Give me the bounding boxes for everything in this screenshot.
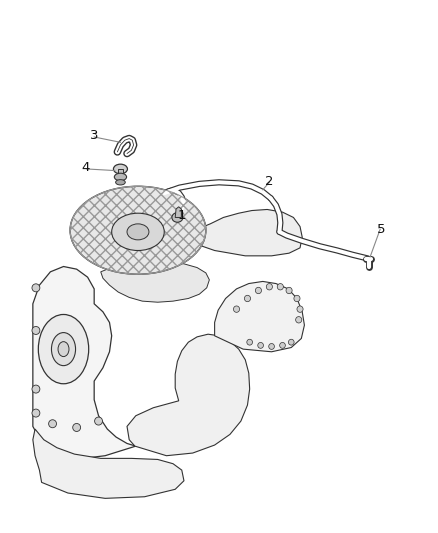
Ellipse shape (49, 420, 57, 427)
Ellipse shape (32, 385, 40, 393)
Polygon shape (215, 281, 304, 352)
Ellipse shape (289, 340, 294, 345)
Polygon shape (33, 429, 184, 498)
Ellipse shape (258, 343, 263, 349)
Text: 2: 2 (265, 175, 274, 188)
Text: 1: 1 (177, 209, 186, 222)
Ellipse shape (95, 417, 102, 425)
Ellipse shape (286, 287, 292, 294)
Ellipse shape (296, 317, 302, 323)
Ellipse shape (127, 224, 149, 240)
Polygon shape (33, 266, 136, 458)
Text: 4: 4 (81, 161, 90, 174)
Ellipse shape (70, 187, 206, 274)
Ellipse shape (297, 306, 303, 312)
Ellipse shape (294, 295, 300, 302)
Ellipse shape (32, 326, 40, 335)
Ellipse shape (172, 213, 183, 222)
Ellipse shape (58, 342, 69, 357)
Ellipse shape (32, 284, 40, 292)
Polygon shape (101, 262, 209, 302)
Ellipse shape (112, 213, 164, 251)
Ellipse shape (113, 164, 127, 174)
Ellipse shape (266, 284, 272, 290)
Polygon shape (184, 209, 302, 256)
Ellipse shape (114, 173, 127, 181)
Ellipse shape (38, 314, 88, 384)
Polygon shape (175, 207, 181, 217)
Ellipse shape (244, 295, 251, 302)
Polygon shape (119, 177, 122, 182)
Polygon shape (127, 334, 250, 456)
Ellipse shape (279, 343, 285, 349)
Ellipse shape (269, 344, 274, 350)
Ellipse shape (73, 423, 81, 432)
Ellipse shape (32, 409, 40, 417)
Ellipse shape (277, 284, 283, 290)
Ellipse shape (51, 333, 75, 366)
Ellipse shape (247, 340, 252, 345)
Text: 3: 3 (90, 130, 99, 142)
Text: 5: 5 (377, 223, 385, 236)
Polygon shape (118, 169, 123, 177)
Ellipse shape (255, 287, 261, 294)
Ellipse shape (233, 306, 240, 312)
Ellipse shape (116, 180, 125, 185)
